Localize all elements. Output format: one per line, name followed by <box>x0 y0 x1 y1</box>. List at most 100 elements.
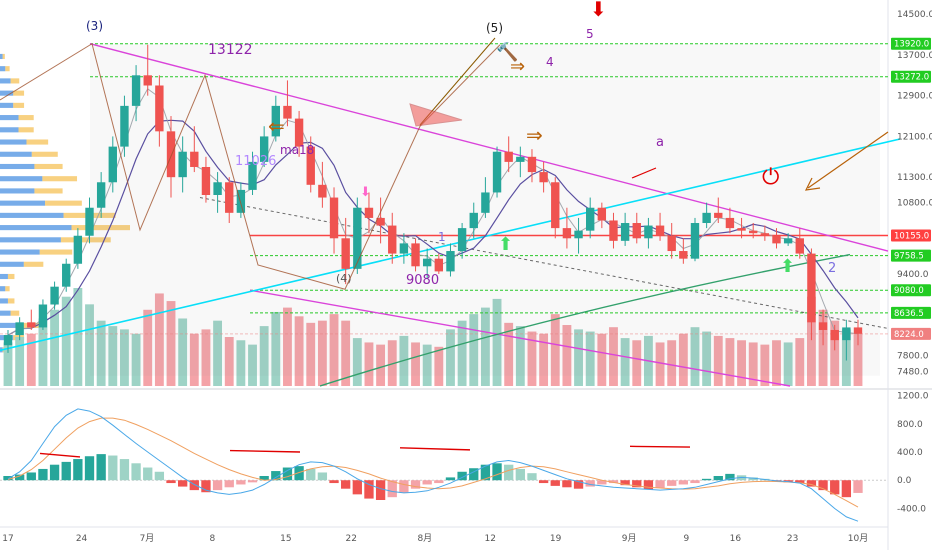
volume-bar <box>446 329 455 386</box>
volume-bar <box>166 301 176 386</box>
volume-bar <box>189 333 199 386</box>
candle-body <box>15 322 24 336</box>
candle-body <box>539 172 548 183</box>
candle-body <box>714 212 723 218</box>
macd-histogram-bar <box>701 478 712 481</box>
volume-profile-down-bar <box>23 261 44 267</box>
volume-bar <box>678 333 688 386</box>
macd-histogram-bar <box>131 463 141 481</box>
candle-body <box>795 238 804 254</box>
macd-histogram-bar <box>550 480 560 486</box>
red-marker-line <box>631 167 657 179</box>
candles <box>3 44 863 361</box>
volume-profile-up-bar <box>0 151 32 157</box>
price-tick-label: 10800.0 <box>897 199 932 209</box>
macd-histogram-bar <box>469 468 479 481</box>
candle-body <box>143 75 152 86</box>
candle-body <box>399 243 409 254</box>
macd-histogram-bar <box>492 463 502 481</box>
macd-histogram-bar <box>84 456 95 481</box>
price-level-badge <box>891 284 931 297</box>
candle-body <box>574 230 583 239</box>
channel-lower-line <box>249 289 791 387</box>
candle-body <box>376 217 385 226</box>
left-arrow-icon: ⇐ <box>268 114 285 138</box>
candle-body <box>73 235 83 264</box>
volume-bar <box>597 333 607 386</box>
volume-bar <box>725 338 735 386</box>
candle-body <box>213 182 222 195</box>
macd-histogram-bar <box>212 480 223 491</box>
candle-body <box>364 207 374 218</box>
macd-indicator <box>0 408 888 522</box>
volume-profile-down-bar <box>34 188 63 194</box>
volume-bar <box>154 293 164 386</box>
price-axis[interactable]: 14500.0 13700.0 12900.0 12100.0 11300.0 10800… <box>891 10 932 378</box>
price-level-badge-label: 8636.5 <box>894 309 924 319</box>
macd-axis[interactable]: 1200.0 800.0 400.0 0.0 -400.0 <box>897 392 929 515</box>
macd-histogram-bar <box>259 476 269 481</box>
volume-bar <box>480 307 490 386</box>
macd-histogram-bar <box>748 477 758 481</box>
time-tick-label: 17 <box>2 534 13 544</box>
volume-bar <box>306 322 316 386</box>
volume-profile-down-bar <box>5 286 10 292</box>
macd-histogram-bar <box>585 480 595 487</box>
price-tick-label: 14500.0 <box>897 10 932 20</box>
volume-bar <box>213 320 223 386</box>
price-level-badge <box>891 70 931 83</box>
price-tick-label: 9400.0 <box>897 270 929 280</box>
time-tick-label: 8 <box>209 534 215 544</box>
volume-bar <box>853 333 863 386</box>
macd-tick-label: 400.0 <box>897 448 923 458</box>
candle-body <box>620 223 630 241</box>
volume-profile-up-bar <box>0 298 8 304</box>
volume-profile-up-bar <box>0 261 24 267</box>
volume-bar <box>364 342 374 386</box>
brown-arrow-head <box>804 177 821 191</box>
channel-mid-line <box>199 197 889 329</box>
candle-body <box>271 105 280 137</box>
macd-histogram-bar <box>189 480 199 491</box>
macd-histogram-bar <box>795 480 805 484</box>
volume-bar <box>376 344 386 386</box>
volume-bar <box>760 344 770 386</box>
macd-histogram-bar <box>515 468 525 481</box>
time-tick-label: 9月 <box>622 533 637 544</box>
volume-profile-down-bar <box>45 200 82 206</box>
volume-bar <box>434 346 444 386</box>
macd-histogram-bar <box>445 477 456 481</box>
macd-histogram-bar <box>632 480 642 488</box>
volume-bar <box>329 314 339 386</box>
macd-histogram-bar <box>282 467 293 481</box>
price-level-badge-label: 8224.0 <box>894 330 924 340</box>
volume-bar <box>690 327 700 386</box>
macd-histogram-bar <box>96 454 106 481</box>
volume-bar <box>3 342 13 386</box>
candle-body <box>248 161 257 190</box>
candle-body <box>131 75 141 106</box>
volume-bar <box>492 298 502 386</box>
candle-body <box>353 207 362 269</box>
macd-histogram-bar <box>853 480 863 493</box>
macd-histogram-bar <box>166 480 176 484</box>
elliott-wave-path <box>0 42 501 290</box>
moving-averages <box>7 88 859 336</box>
candle-body <box>783 238 793 244</box>
candle-body <box>749 230 758 234</box>
candle-body <box>422 258 432 267</box>
volume-bar <box>504 322 514 386</box>
volume-profile-down-bar <box>42 176 78 182</box>
volume-bar <box>562 325 572 386</box>
macd-histogram-bar <box>119 459 130 481</box>
macd-histogram-bar <box>725 473 735 481</box>
price-level-badge-label: 10155.0 <box>894 231 929 241</box>
volume-profile-up-bar <box>0 273 8 280</box>
time-axis[interactable]: 17 24 7月 8 15 22 8月 12 19 9月 9 16 23 10月 <box>0 526 888 544</box>
macd-histogram-bar <box>399 480 409 493</box>
volume-bar <box>50 309 59 386</box>
volume-profile-up-bar <box>0 286 6 292</box>
volume-bar <box>585 331 595 386</box>
volume-bar <box>830 320 840 386</box>
volume-profile-up-bar <box>0 66 6 72</box>
